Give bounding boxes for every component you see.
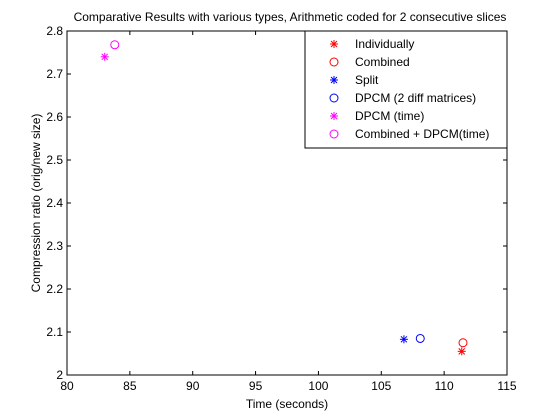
x-tick-label: 110: [435, 379, 454, 393]
legend-box: [304, 30, 508, 149]
legend-marker: [329, 93, 339, 103]
data-point: [110, 40, 120, 50]
y-axis: 2 2.1 2.2 2.3 2.4 2.5 2.6 2.7 2.8: [46, 24, 507, 382]
legend-marker: [330, 112, 338, 120]
chart-title: Comparative Results with various types, …: [74, 10, 507, 24]
legend-label: Combined + DPCM(time): [355, 127, 489, 141]
legend-label: DPCM (2 diff matrices): [355, 91, 476, 105]
data-points: [100, 40, 468, 356]
x-tick-label: 95: [249, 379, 263, 393]
x-tick-label: 85: [123, 379, 137, 393]
y-tick-label: 2.3: [46, 239, 63, 253]
x-tick-label: 105: [371, 379, 391, 393]
x-axis-title: Time (seconds): [246, 397, 328, 411]
legend: Individually Combined Split DPCM (2 diff ma…: [304, 30, 508, 149]
x-tick-label: 90: [186, 379, 200, 393]
y-tick-label: 2.6: [46, 110, 63, 124]
legend-marker: [330, 40, 338, 48]
data-point: [415, 333, 425, 343]
legend-label: Individually: [355, 37, 414, 51]
data-point: [457, 347, 466, 356]
data-point: [458, 338, 468, 348]
y-tick-label: 2.5: [46, 153, 63, 167]
y-tick-label: 2.8: [46, 24, 63, 38]
data-point: [100, 52, 109, 61]
y-tick-label: 2.2: [46, 282, 63, 296]
legend-label: Split: [355, 73, 379, 87]
y-tick-label: 2: [56, 368, 63, 382]
y-tick-label: 2.7: [46, 67, 63, 81]
legend-label: DPCM (time): [355, 109, 424, 123]
x-tick-label: 80: [60, 379, 74, 393]
legend-marker: [329, 129, 339, 139]
x-tick-label: 115: [497, 379, 516, 393]
x-axis: 80 85 90 95 100 105 110 115: [60, 31, 517, 393]
x-tick-label: 100: [308, 379, 328, 393]
legend-marker: [329, 57, 339, 67]
y-tick-label: 2.4: [46, 196, 63, 210]
legend-label: Combined: [355, 55, 410, 69]
data-point: [399, 335, 408, 344]
legend-marker: [330, 76, 338, 84]
y-axis-title: Compression ratio (orig/new size): [29, 114, 43, 293]
y-tick-label: 2.1: [46, 325, 63, 339]
